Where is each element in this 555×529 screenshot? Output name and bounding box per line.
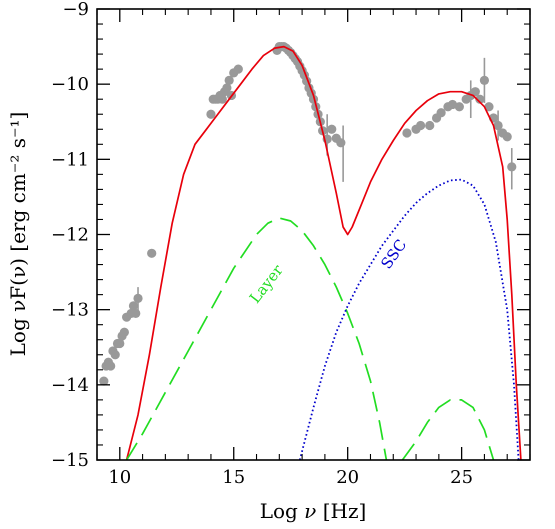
model-curve-layer-high [401,399,495,460]
data-point [133,293,143,303]
x-axis-label-prefix: Log [260,499,304,523]
data-point [454,102,464,112]
data-point [222,83,232,93]
data-point [425,120,435,131]
model-curve-layer [125,217,388,460]
x-tick-label: 25 [450,467,473,488]
data-point [479,75,490,86]
y-tick-label: −10 [51,74,89,95]
data-point [206,109,216,119]
data-point [502,132,512,142]
y-axis-label: Log νF(ν) [erg cm⁻² s⁻¹] [6,112,30,357]
model-curve-ssc [298,178,520,460]
data-point [493,120,503,131]
data-point [327,124,337,134]
data-point [336,138,346,148]
y-tick-label: −12 [51,225,89,246]
y-tick-label: −15 [51,450,89,471]
x-tick-label: 10 [108,467,131,488]
data-point [99,376,109,386]
data-point [470,87,480,97]
data-point [110,350,120,360]
data-point [416,120,426,131]
y-tick-label: −9 [62,0,89,20]
data-point [233,64,243,74]
data-point [128,301,139,311]
x-axis-label-suffix: [Hz] [316,499,366,523]
data-point [484,102,494,112]
model-curve-total [125,45,522,460]
y-tick-label: −14 [51,375,89,396]
data-point [475,94,485,104]
data-point [119,327,129,337]
annotation-ssc: SSC [377,236,410,272]
data-point [131,308,141,319]
x-tick-label: 20 [336,467,359,488]
y-tick-label: −13 [51,300,89,321]
data-point [402,128,412,138]
data-point [106,361,116,371]
x-axis-label: Log ν [Hz] [260,499,367,523]
data-point [507,162,517,172]
x-tick-label: 15 [222,467,245,488]
x-axis-label-symbol: ν [304,499,316,523]
annotation-layer: Layer [246,261,287,307]
data-point [224,75,234,86]
data-point [436,108,446,118]
data-point [147,248,157,258]
data-point [217,94,227,104]
y-tick-label: −11 [51,149,89,170]
data-point [115,338,125,349]
plot-frame [96,8,531,461]
